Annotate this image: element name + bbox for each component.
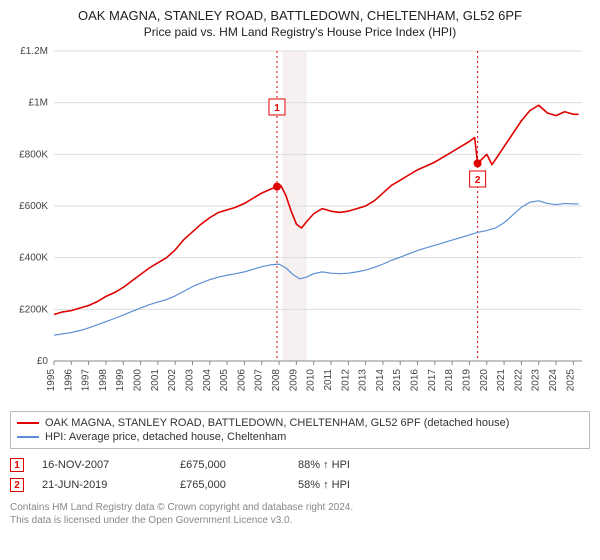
series-property (54, 105, 579, 314)
x-tick-label: 2013 (358, 369, 369, 392)
x-tick-label: 2006 (236, 369, 247, 392)
x-tick-label: 2003 (184, 369, 195, 392)
footer-line1: Contains HM Land Registry data © Crown c… (10, 501, 590, 514)
y-tick-label: £800K (19, 149, 48, 160)
x-tick-label: 2001 (150, 369, 161, 392)
marker-table-row: 1 16-NOV-2007 £675,000 88% ↑ HPI (10, 455, 590, 475)
x-tick-label: 2012 (340, 369, 351, 392)
marker-badge-label: 1 (274, 103, 280, 114)
marker-badge-label: 2 (475, 175, 481, 186)
marker-table-row: 2 21-JUN-2019 £765,000 58% ↑ HPI (10, 475, 590, 495)
x-tick-label: 2002 (167, 369, 178, 392)
x-tick-label: 2020 (479, 369, 490, 392)
x-tick-label: 2025 (565, 369, 576, 392)
x-tick-label: 2007 (254, 369, 265, 392)
marker-price: £675,000 (180, 459, 280, 471)
x-tick-label: 2024 (548, 369, 559, 392)
chart-title-line1: OAK MAGNA, STANLEY ROAD, BATTLEDOWN, CHE… (10, 8, 590, 23)
legend-swatch (17, 422, 39, 424)
legend-label: HPI: Average price, detached house, Chel… (45, 431, 286, 443)
marker-table: 1 16-NOV-2007 £675,000 88% ↑ HPI 2 21-JUN-201… (10, 455, 590, 495)
x-tick-label: 1998 (98, 369, 109, 392)
y-tick-label: £400K (19, 253, 48, 264)
x-tick-label: 2011 (323, 369, 334, 391)
x-tick-label: 2008 (271, 369, 282, 392)
marker-price: £765,000 (180, 479, 280, 491)
y-tick-label: £200K (19, 304, 48, 315)
x-tick-label: 1997 (81, 369, 92, 392)
x-tick-label: 2017 (427, 369, 438, 392)
x-tick-label: 2015 (392, 369, 403, 392)
x-tick-label: 2000 (133, 369, 144, 392)
legend-row: HPI: Average price, detached house, Chel… (17, 430, 583, 444)
chart-title-line2: Price paid vs. HM Land Registry's House … (10, 25, 590, 39)
x-tick-label: 1999 (115, 369, 126, 392)
marker-table-badge: 1 (10, 458, 24, 472)
x-tick-label: 2016 (410, 369, 421, 392)
x-tick-label: 2014 (375, 369, 386, 392)
x-tick-label: 2009 (288, 369, 299, 392)
chart-svg: £0 £200K £400K £600K £800K £1M £1.2M 1995 1996 19… (10, 45, 590, 405)
y-tick-label: £1M (29, 98, 48, 109)
x-tick-label: 2019 (461, 369, 472, 392)
legend-swatch (17, 436, 39, 438)
series-hpi (54, 201, 579, 335)
marker-dot (273, 183, 281, 191)
x-tick-label: 1995 (46, 369, 57, 392)
x-tick-label: 2004 (202, 369, 213, 392)
x-tick-label: 1996 (63, 369, 74, 392)
chart-area: £0 £200K £400K £600K £800K £1M £1.2M 1995 1996 19… (10, 45, 590, 405)
footer-note: Contains HM Land Registry data © Crown c… (10, 501, 590, 527)
marker-table-badge: 2 (10, 478, 24, 492)
marker-date: 21-JUN-2019 (42, 479, 162, 491)
x-tick-label: 2010 (306, 369, 317, 392)
y-tick-label: £0 (37, 356, 49, 367)
y-tick-label: £1.2M (20, 46, 48, 57)
x-tick-label: 2018 (444, 369, 455, 392)
y-tick-label: £600K (19, 201, 48, 212)
marker-hpi: 88% ↑ HPI (298, 459, 418, 471)
marker-date: 16-NOV-2007 (42, 459, 162, 471)
legend-row: OAK MAGNA, STANLEY ROAD, BATTLEDOWN, CHE… (17, 416, 583, 430)
chart-container: OAK MAGNA, STANLEY ROAD, BATTLEDOWN, CHE… (0, 0, 600, 533)
x-tick-label: 2023 (531, 369, 542, 392)
legend-label: OAK MAGNA, STANLEY ROAD, BATTLEDOWN, CHE… (45, 417, 509, 429)
marker-hpi: 58% ↑ HPI (298, 479, 418, 491)
footer-line2: This data is licensed under the Open Gov… (10, 514, 590, 527)
x-tick-label: 2005 (219, 369, 230, 392)
marker-dot (474, 159, 482, 167)
legend-box: OAK MAGNA, STANLEY ROAD, BATTLEDOWN, CHE… (10, 411, 590, 449)
x-tick-label: 2021 (496, 369, 507, 392)
x-tick-label: 2022 (513, 369, 524, 392)
